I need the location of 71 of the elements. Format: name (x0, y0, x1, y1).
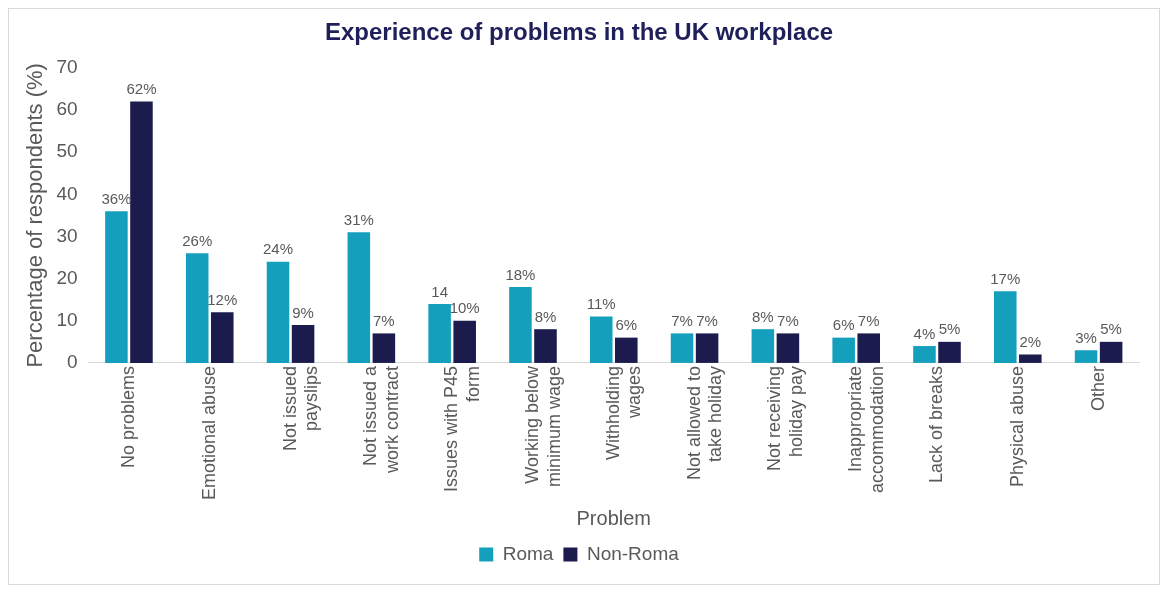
bar (534, 329, 557, 363)
data-label: 3% (1075, 328, 1097, 346)
bar (105, 211, 128, 363)
data-label: 7% (696, 312, 718, 330)
bar (1019, 354, 1042, 363)
data-label: 7% (777, 312, 799, 330)
bar (615, 337, 638, 363)
bar (776, 333, 800, 363)
chart-title: Experience of problems in the UK workplace (324, 18, 834, 46)
data-label: 7% (671, 312, 693, 330)
y-tick-label: 0 (66, 351, 78, 373)
data-label: 10% (449, 299, 480, 317)
bar (185, 253, 209, 363)
bar (751, 329, 775, 363)
x-tick-label: Withholding wages (602, 365, 645, 460)
data-label: 11% (586, 295, 616, 313)
x-tick-label: Issues with P45 form (441, 365, 483, 492)
bar (670, 333, 694, 363)
bar (291, 324, 315, 363)
data-label: 5% (1100, 320, 1122, 338)
y-tick-label: 30 (56, 224, 78, 246)
bar (857, 333, 880, 363)
x-tick-label: Lack of breaks (925, 365, 946, 483)
data-label: 7% (857, 312, 880, 330)
y-tick-label: 10 (56, 308, 78, 330)
bar (938, 341, 961, 363)
x-tick-label: No problems (117, 365, 138, 468)
legend-label: Non-Roma (586, 542, 680, 564)
data-label: 62% (126, 80, 157, 98)
y-tick-label: 50 (56, 140, 78, 162)
bar (994, 291, 1017, 363)
bar (266, 261, 290, 363)
bar (428, 303, 451, 363)
data-label: 24% (263, 240, 294, 258)
y-tick-label: 20 (56, 266, 78, 288)
data-label: 17% (990, 269, 1021, 287)
data-label: 8% (752, 307, 774, 325)
data-label: 2% (1019, 333, 1042, 351)
bar (1099, 341, 1123, 363)
x-tick-label: Other (1087, 365, 1108, 411)
data-label: 31% (343, 210, 374, 228)
bar (695, 333, 719, 363)
x-tick-label: Physical abuse (1006, 365, 1027, 487)
data-label: 6% (615, 316, 638, 334)
bar (913, 346, 936, 363)
y-axis-title: Percentage of respondents (%) (22, 63, 48, 368)
x-tick-label: Not issued payslips (279, 365, 322, 451)
bar (832, 337, 855, 363)
data-label: 8% (534, 307, 557, 325)
bar (372, 333, 396, 363)
data-label: 4% (913, 324, 936, 342)
y-tick-label: 70 (56, 56, 78, 78)
data-label: 7% (373, 312, 395, 330)
bar (1074, 350, 1098, 363)
legend-label: Roma (502, 542, 554, 564)
bar (453, 320, 476, 363)
data-label: 5% (938, 320, 961, 338)
bar (509, 287, 532, 363)
bar (130, 101, 153, 363)
data-label: 26% (182, 231, 213, 249)
data-label: 6% (832, 316, 855, 334)
bar (210, 312, 234, 363)
data-label: 18% (505, 265, 536, 283)
data-label: 9% (292, 303, 314, 321)
data-label: 14 (431, 282, 448, 300)
y-tick-label: 40 (56, 182, 78, 204)
x-tick-label: Emotional abuse (198, 365, 219, 501)
y-tick-label: 60 (56, 98, 78, 120)
bar (347, 232, 371, 363)
bar (589, 316, 613, 363)
x-axis-title: Problem (576, 506, 652, 529)
